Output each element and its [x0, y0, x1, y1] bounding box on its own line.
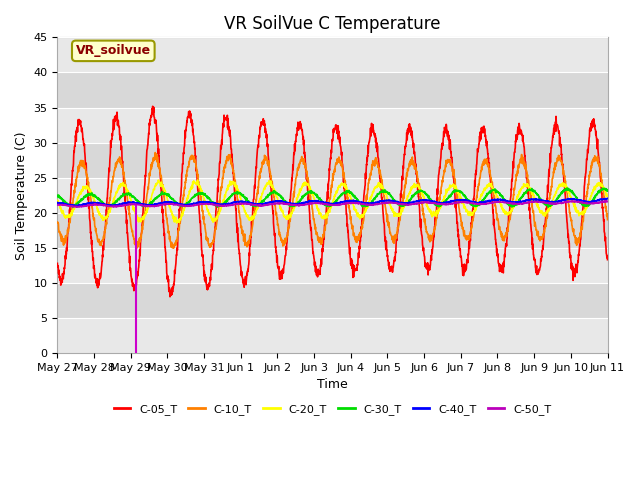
Line: C-05_T: C-05_T	[58, 106, 607, 297]
C-10_T	[349, 223, 356, 228]
Bar	[58, 283, 607, 318]
C-30_T	[349, 191, 356, 196]
C-40_T	[72, 203, 79, 209]
C-05_T	[571, 269, 579, 275]
C-10_T	[571, 233, 579, 239]
C-10_T	[170, 245, 177, 251]
C-50_T	[556, 201, 563, 206]
Bar	[58, 108, 607, 143]
Bar	[58, 143, 607, 178]
C-50_T	[602, 198, 609, 204]
Bar	[58, 37, 607, 72]
Bar	[58, 72, 607, 108]
C-05_T	[493, 250, 500, 255]
C-20_T	[54, 198, 61, 204]
C-10_T	[152, 150, 159, 156]
C-10_T	[207, 241, 215, 247]
C-40_T	[360, 200, 368, 206]
Line: C-50_T: C-50_T	[58, 201, 607, 207]
C-20_T	[207, 215, 215, 220]
C-10_T	[54, 220, 61, 226]
C-05_T	[361, 187, 369, 192]
C-30_T	[563, 185, 570, 191]
C-20_T	[173, 220, 180, 226]
C-20_T	[604, 193, 611, 199]
C-05_T	[349, 268, 356, 274]
C-20_T	[349, 200, 356, 205]
Bar	[58, 178, 607, 213]
C-10_T	[493, 210, 500, 216]
C-20_T	[571, 201, 579, 206]
Legend: C-05_T, C-10_T, C-20_T, C-30_T, C-40_T, C-50_T: C-05_T, C-10_T, C-20_T, C-30_T, C-40_T, …	[109, 400, 556, 420]
Bar	[58, 213, 607, 248]
C-50_T	[360, 202, 368, 207]
C-05_T	[604, 257, 611, 263]
C-20_T	[493, 193, 500, 199]
C-05_T	[556, 131, 563, 137]
C-50_T	[54, 202, 61, 208]
C-50_T	[493, 199, 500, 205]
Line: C-30_T: C-30_T	[58, 188, 607, 207]
C-50_T	[604, 199, 611, 204]
Line: C-40_T: C-40_T	[58, 198, 607, 206]
Bar	[58, 248, 607, 283]
C-30_T	[360, 202, 368, 208]
C-50_T	[73, 204, 81, 210]
C-30_T	[556, 193, 563, 199]
C-30_T	[54, 192, 61, 198]
Title: VR SoilVue C Temperature: VR SoilVue C Temperature	[224, 15, 441, 33]
C-30_T	[604, 188, 611, 194]
Bar	[58, 318, 607, 353]
C-20_T	[361, 209, 369, 215]
C-05_T	[54, 261, 61, 266]
C-40_T	[570, 197, 578, 203]
C-30_T	[69, 204, 77, 210]
C-40_T	[349, 198, 356, 204]
C-10_T	[604, 217, 611, 223]
C-30_T	[207, 198, 215, 204]
C-20_T	[194, 177, 202, 183]
C-05_T	[166, 294, 174, 300]
C-50_T	[570, 199, 578, 204]
C-30_T	[571, 192, 579, 198]
C-40_T	[493, 197, 500, 203]
X-axis label: Time: Time	[317, 378, 348, 392]
C-05_T	[149, 103, 157, 109]
C-40_T	[54, 200, 61, 205]
C-30_T	[493, 189, 500, 194]
C-50_T	[207, 202, 215, 207]
C-50_T	[349, 200, 356, 206]
Y-axis label: Soil Temperature (C): Soil Temperature (C)	[15, 131, 28, 260]
C-05_T	[207, 268, 215, 274]
Text: VR_soilvue: VR_soilvue	[76, 44, 151, 57]
C-40_T	[604, 195, 611, 201]
C-10_T	[556, 156, 563, 162]
Line: C-20_T: C-20_T	[58, 180, 607, 223]
C-20_T	[556, 184, 563, 190]
C-40_T	[207, 200, 215, 206]
Line: C-10_T: C-10_T	[58, 153, 607, 248]
C-40_T	[556, 198, 563, 204]
C-10_T	[361, 208, 369, 214]
